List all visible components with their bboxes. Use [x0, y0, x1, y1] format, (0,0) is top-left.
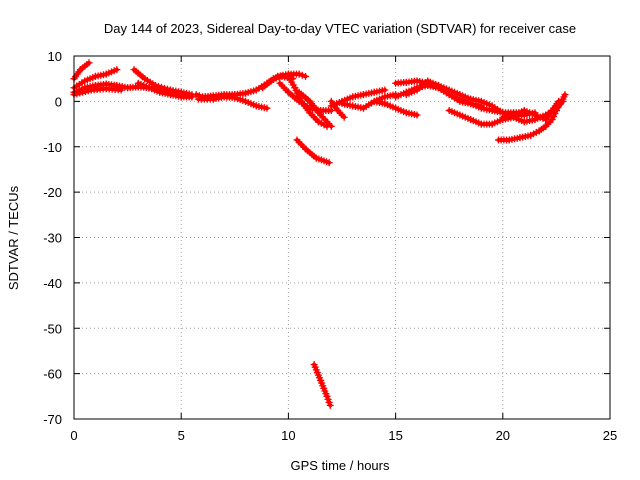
y-tick-label: -40	[43, 276, 62, 291]
y-tick-label: -70	[43, 412, 62, 427]
data-track	[70, 66, 121, 92]
data-point	[295, 70, 303, 78]
data-point	[325, 159, 333, 167]
x-tick-label: 5	[178, 428, 185, 443]
data-point	[302, 72, 310, 80]
data-point	[154, 82, 162, 90]
data-point	[323, 392, 331, 400]
data-track	[194, 93, 271, 112]
data-track	[495, 91, 569, 144]
data-track	[70, 85, 125, 99]
data-track	[327, 86, 389, 110]
data-point	[263, 104, 271, 112]
y-tick-label: -60	[43, 367, 62, 382]
x-tick-label: 20	[496, 428, 510, 443]
data-track	[134, 79, 196, 101]
x-tick-label: 25	[603, 428, 617, 443]
data-point	[555, 97, 563, 105]
data-point	[192, 91, 200, 99]
x-tick-label: 10	[281, 428, 295, 443]
y-tick-label: -10	[43, 140, 62, 155]
x-axis-label: GPS time / hours	[291, 458, 390, 473]
y-axis: 10 0 -10 -20 -30 -40 -50 -60 -70	[43, 49, 610, 427]
data-point	[157, 83, 165, 91]
x-tick-label: 0	[70, 428, 77, 443]
data-series	[70, 59, 569, 409]
data-point	[324, 395, 332, 403]
y-tick-label: -30	[43, 231, 62, 246]
data-track	[499, 97, 563, 124]
data-track	[130, 66, 196, 99]
data-track	[370, 97, 421, 119]
data-point	[151, 81, 159, 89]
data-track	[259, 70, 310, 92]
data-point	[85, 59, 93, 67]
data-point	[113, 66, 121, 74]
data-track	[293, 136, 333, 167]
data-point	[548, 116, 556, 124]
y-tick-label: 10	[48, 49, 62, 64]
data-point	[325, 398, 333, 406]
data-point	[550, 113, 558, 120]
data-track	[310, 361, 334, 409]
data-point	[340, 113, 348, 121]
y-tick-label: -20	[43, 185, 62, 200]
data-point	[188, 93, 196, 101]
chart-title: Day 144 of 2023, Sidereal Day-to-day VTE…	[104, 21, 576, 36]
x-tick-label: 15	[388, 428, 402, 443]
x-axis: 0 5 10 15 20 25	[70, 56, 617, 443]
data-point	[381, 86, 389, 94]
data-point	[327, 122, 335, 130]
data-point	[326, 401, 334, 409]
data-point	[561, 91, 569, 99]
data-point	[298, 71, 306, 79]
data-point	[413, 111, 421, 119]
y-axis-label: SDTVAR / TECUs	[6, 185, 21, 290]
y-tick-label: 0	[55, 94, 62, 109]
data-point	[117, 86, 125, 94]
data-track	[295, 88, 335, 130]
y-tick-label: -50	[43, 321, 62, 336]
